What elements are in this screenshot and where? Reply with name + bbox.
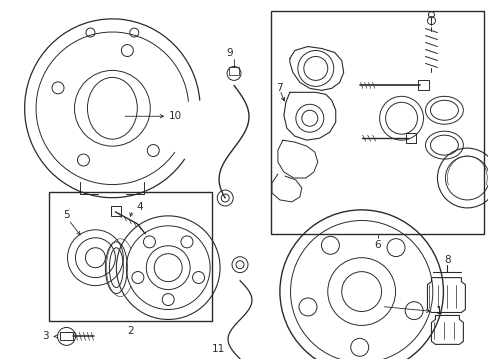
Bar: [270, 11, 483, 234]
Bar: [48, 192, 212, 321]
Text: 10: 10: [169, 111, 182, 121]
Bar: [60, 332, 73, 340]
Text: 7: 7: [275, 84, 282, 93]
Text: 11: 11: [211, 345, 224, 354]
Text: 8: 8: [443, 255, 450, 265]
Bar: [405, 133, 415, 143]
Bar: [111, 206, 121, 216]
Text: 3: 3: [42, 332, 48, 341]
Text: 5: 5: [63, 210, 70, 220]
Text: 6: 6: [373, 240, 380, 250]
Bar: [228, 67, 239, 75]
Text: 2: 2: [127, 327, 133, 336]
Text: 9: 9: [226, 49, 233, 58]
Bar: [417, 80, 428, 90]
Text: 4: 4: [136, 202, 142, 212]
Text: 1: 1: [435, 306, 441, 316]
